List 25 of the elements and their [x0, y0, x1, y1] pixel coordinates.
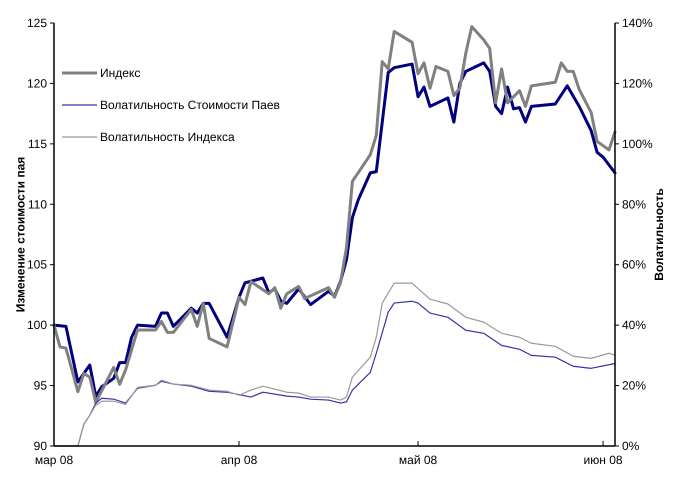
y-tick-label: 90 — [34, 439, 48, 453]
legend-label: Волатильность Индекса — [100, 130, 235, 144]
y-tick-label: 110 — [28, 197, 48, 212]
y2-tick-label: 80% — [622, 197, 646, 212]
x-tick-label: июн 08 — [584, 453, 623, 467]
x-tick-label: апр 08 — [220, 453, 258, 467]
y2-axis-title: Волатильность — [652, 188, 666, 281]
y-tick-label: 105 — [26, 258, 48, 272]
y-tick-label: 120 — [26, 76, 48, 90]
x-tick-label: май 08 — [398, 453, 438, 467]
legend-label: Индекс — [100, 66, 140, 80]
y-tick-label: 95 — [34, 378, 48, 393]
legend-label: Волатильность Стоимости Паев — [100, 98, 280, 112]
y-tick-label: 125 — [26, 16, 48, 30]
y2-tick-label: 40% — [622, 318, 646, 332]
y2-tick-label: 100% — [622, 136, 654, 151]
y2-tick-label: 120% — [622, 76, 654, 90]
y-tick-label: 115 — [28, 136, 48, 151]
y-tick-label: 100 — [26, 318, 48, 332]
y2-tick-label: 0% — [622, 439, 640, 453]
y2-tick-label: 140% — [622, 16, 654, 30]
x-tick-label: мар 08 — [34, 453, 74, 467]
y2-tick-label: 20% — [622, 378, 646, 393]
y-axis-title: Изменение стоимости пая — [13, 156, 28, 312]
y2-tick-label: 60% — [622, 258, 646, 272]
